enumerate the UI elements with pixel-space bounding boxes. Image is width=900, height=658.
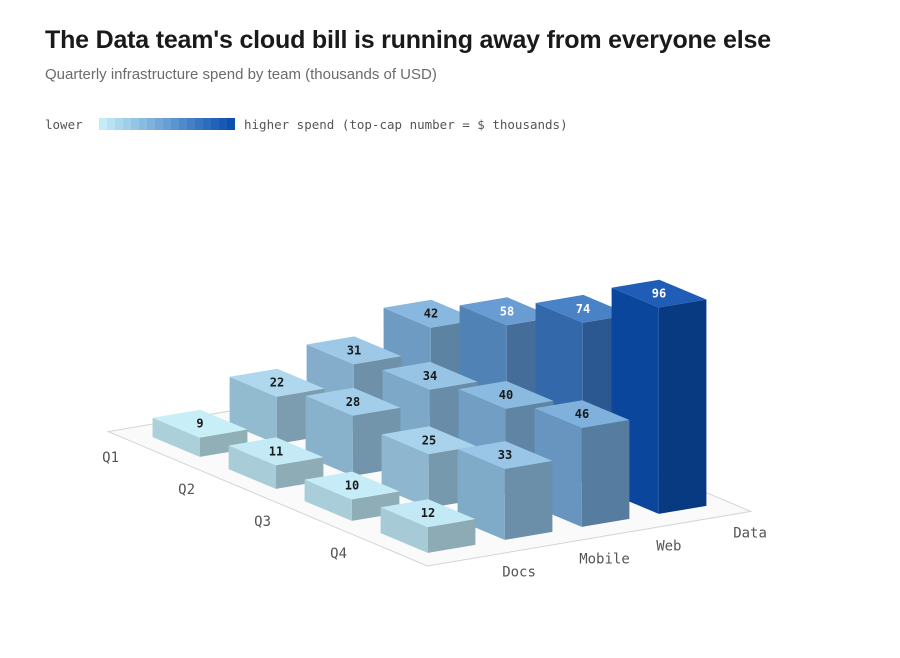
legend-color-ramp [99,118,235,130]
bar-top-face [304,471,400,500]
chart-title: The Data team's cloud bill is running aw… [45,26,771,54]
bar-right-face [504,460,553,540]
legend-low-label: lower [45,117,83,132]
legend-swatch [147,118,156,130]
data-label: 10 [345,479,359,493]
legend-swatch [99,118,108,130]
bar-top-face [383,299,479,328]
legend-swatch [131,118,140,130]
bar-top-face [381,426,477,455]
legend-swatch [179,118,188,130]
legend-swatch [115,118,124,130]
bar-left-face [304,479,352,521]
bar-top-face [458,381,554,409]
bar-top-face [382,361,478,390]
series-tick-label: Docs [502,564,536,580]
series-tick-label: Data [733,525,767,541]
data-label: 96 [652,287,666,301]
bar-right-face [658,299,707,514]
data-label: 31 [347,343,361,357]
x-tick-label: Q4 [330,546,347,562]
bar-top-face [534,400,630,428]
series-tick-label: Web [656,538,681,554]
bar: 12 [380,499,476,553]
bar-right-face [427,519,476,553]
data-label: 42 [424,307,438,321]
legend-swatch [139,118,148,130]
legend-swatch [227,118,235,130]
data-label: 74 [576,302,590,316]
data-label: 25 [422,433,436,447]
bar-left-face [152,417,200,457]
legend-swatch [203,118,212,130]
legend-swatch [155,118,164,130]
bar-top-face [305,387,401,416]
data-label: 34 [423,369,437,383]
bar: 33 [457,441,553,540]
x-tick-label: Q2 [178,482,195,498]
data-label: 12 [421,506,435,520]
legend-swatch [171,118,180,130]
legend-swatch [211,118,220,130]
data-label: 28 [346,395,360,409]
legend-swatch [123,118,132,130]
bar-left-face [228,445,276,489]
bar-top-face [611,279,707,308]
x-tick-label: Q3 [254,514,271,530]
chart-subtitle: Quarterly infrastructure spend by team (… [45,66,437,83]
data-label: 22 [270,376,284,390]
legend-swatch [195,118,204,130]
bar-top-face [228,437,324,466]
data-label: 33 [498,448,512,462]
legend-high-label: higher spend (top-cap number = $ thousan… [244,117,568,132]
bar-top-face [306,336,402,365]
legend-swatch [219,118,228,130]
data-label: 40 [499,388,513,402]
bar-left-face [380,507,428,553]
bar-right-face [581,420,630,527]
data-label: 58 [500,304,514,318]
bar-top-face [152,409,248,438]
x-tick-label: Q1 [102,450,119,466]
data-label: 46 [575,407,589,421]
bar-top-face [457,441,553,469]
legend-swatch [163,118,172,130]
series-tick-label: Mobile [579,551,630,567]
legend-swatch [187,118,196,130]
bar-top-face [229,368,325,397]
data-label: 9 [196,417,203,431]
data-label: 11 [269,444,283,458]
bar-top-face [535,294,631,323]
bar-top-face [459,297,555,326]
legend-swatch [107,118,116,130]
bar-top-face [380,499,476,528]
